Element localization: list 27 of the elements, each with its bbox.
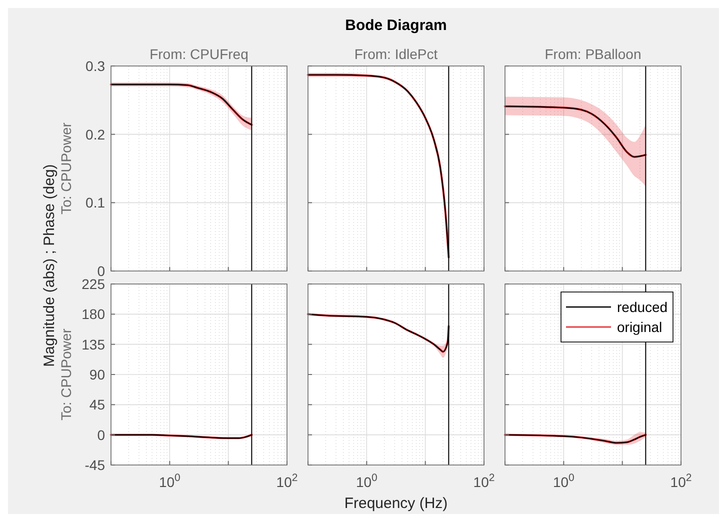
x-tick-label: 10$^{2}$ — [670, 472, 692, 490]
legend-label: reduced — [617, 299, 668, 315]
y-axis-title: To: CPUPower — [58, 122, 74, 214]
y-tick-label: 90 — [89, 366, 106, 382]
y-tick-label: 0 — [97, 426, 106, 443]
y-tick-label: 180 — [82, 306, 106, 322]
y-tick-label: 0 — [97, 263, 106, 279]
text: Bode Diagram — [345, 17, 447, 34]
x-tick-label: 10$^{2}$ — [276, 472, 298, 490]
text: Magnitude (abs) ; Phase (deg) — [41, 164, 58, 367]
y-tick-label: 135 — [82, 336, 106, 352]
x-tick-label: 10$^{2}$ — [473, 472, 495, 490]
chart-title: From: IdlePct — [354, 46, 438, 62]
x-tick-label: 10$^{0}$ — [158, 472, 181, 490]
y-axis-title: To: CPUPower — [58, 328, 74, 420]
chart-title: From: PBalloon — [544, 46, 642, 62]
x-tick-label: 10$^{0}$ — [356, 472, 378, 490]
y-tick-label: 0.3 — [86, 58, 106, 74]
x-tick-label: 10$^{0}$ — [552, 472, 575, 490]
chart-title: From: CPUFreq — [150, 46, 248, 62]
text: Frequency (Hz) — [344, 495, 448, 512]
y-tick-label: -45 — [84, 457, 106, 473]
y-tick-label: 0.1 — [86, 194, 106, 211]
legend-label: original — [617, 319, 662, 335]
y-tick-label: 225 — [82, 276, 106, 292]
y-tick-label: 0.2 — [86, 126, 106, 142]
y-tick-label: 45 — [89, 396, 106, 413]
